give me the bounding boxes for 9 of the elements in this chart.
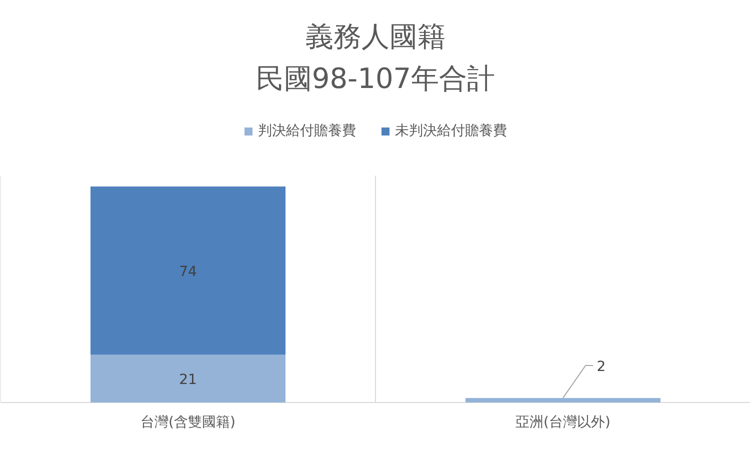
chart-title: 義務人國籍 [306, 20, 446, 53]
x-tick-label: 台灣(含雙國籍) [140, 414, 236, 430]
chart-subtitle: 民國98-107年合計 [256, 62, 496, 95]
data-label: 74 [179, 264, 197, 280]
legend-label: 判決給付贍養費 [258, 122, 356, 140]
data-label: 2 [596, 359, 606, 376]
data-label: 21 [179, 372, 197, 388]
legend-label: 未判決給付贍養費 [395, 122, 507, 140]
x-tick-label: 亞洲(台灣以外) [516, 414, 610, 430]
